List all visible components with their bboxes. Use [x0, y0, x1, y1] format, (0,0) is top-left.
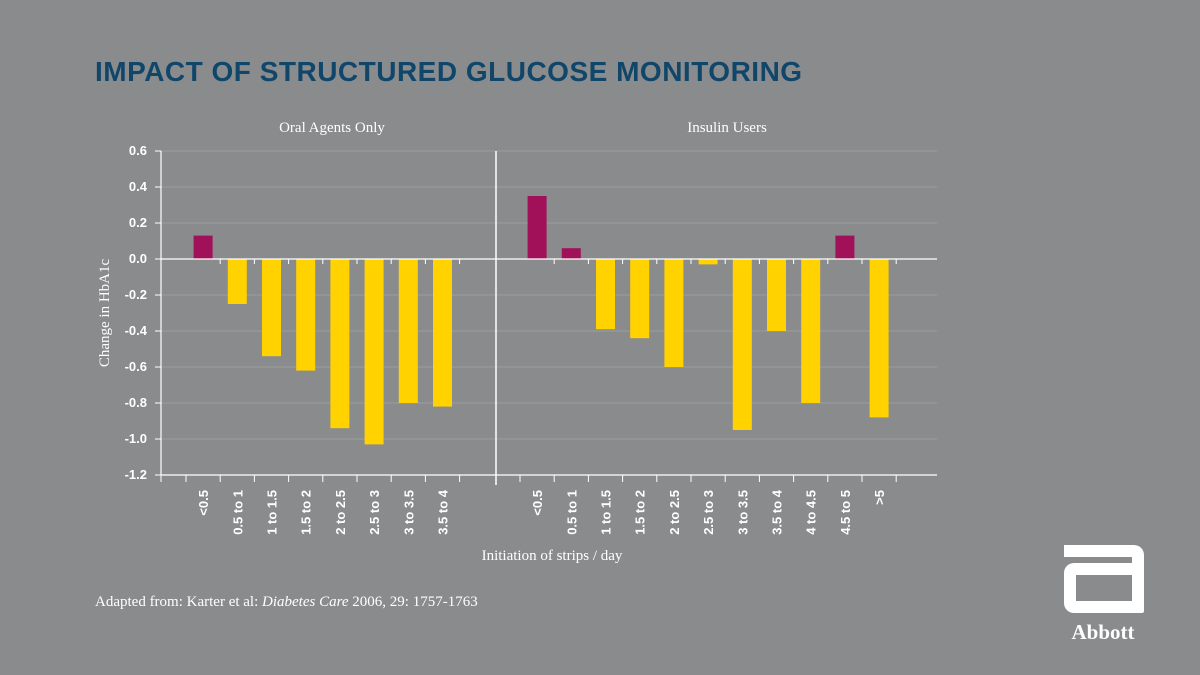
category-label: 2.5 to 3	[701, 490, 716, 535]
category-label: 1 to 1.5	[265, 490, 280, 535]
bar	[262, 259, 281, 357]
hba1c-bar-chart: 0.6 0.4 0.2 0.0 -0.2 -0.4 -0.6 -0.8 -1.0 -1.2 Oral…	[97, 120, 937, 564]
category-label: 0.5 to 1	[230, 490, 245, 535]
category-label: 1.5 to 2	[299, 490, 314, 535]
bar	[732, 259, 752, 430]
bar	[767, 259, 786, 331]
bar	[664, 259, 684, 367]
category-label: 2 to 2.5	[667, 490, 682, 535]
source-citation: Adapted from: Karter et al: Diabetes Car…	[95, 594, 478, 611]
bar	[630, 259, 650, 339]
category-label: <0.5	[530, 490, 545, 516]
source-prefix: Adapted from: Karter et al:	[95, 594, 263, 610]
category-label: 4.5 to 5	[838, 490, 853, 535]
bar	[364, 259, 384, 445]
y-tick-label: 0.0	[129, 251, 147, 266]
bar	[193, 235, 213, 259]
abbott-mark-icon	[1064, 545, 1144, 613]
bar	[433, 259, 452, 407]
y-tick-label: 0.4	[129, 179, 148, 194]
category-label: 2 to 2.5	[333, 490, 348, 535]
category-label: 4 to 4.5	[804, 490, 819, 535]
y-tick-label: 0.2	[129, 215, 147, 230]
source-journal: Diabetes Care	[262, 594, 349, 610]
category-label: 3 to 3.5	[735, 490, 750, 535]
panel-title: Insulin Users	[687, 120, 767, 136]
bars	[193, 196, 889, 445]
bar	[398, 259, 418, 403]
category-label: 2.5 to 3	[367, 490, 382, 535]
bar	[296, 259, 316, 371]
category-label: 0.5 to 1	[564, 490, 579, 535]
bar	[561, 248, 581, 259]
y-tick-label: -1.2	[125, 467, 147, 482]
source-suffix: 2006, 29: 1757-1763	[348, 594, 478, 610]
bar	[835, 235, 855, 259]
category-label: 3 to 3.5	[401, 490, 416, 535]
y-tick-label: -0.8	[125, 395, 147, 410]
bar	[527, 196, 547, 259]
panel-title: Oral Agents Only	[279, 120, 385, 136]
bar	[596, 259, 615, 330]
slide-title: IMPACT OF STRUCTURED GLUCOSE MONITORING	[95, 56, 803, 87]
abbott-logo: Abbott	[1062, 545, 1144, 645]
axes	[155, 150, 937, 485]
x-axis-label: Initiation of strips / day	[482, 548, 623, 564]
category-label: 3.5 to 4	[770, 489, 785, 535]
category-label: 1.5 to 2	[633, 490, 648, 535]
bar	[227, 259, 247, 304]
y-tick-label: -0.4	[125, 323, 148, 338]
bar	[698, 259, 718, 265]
y-tick-label: -0.6	[125, 359, 147, 374]
labels: 0.6 0.4 0.2 0.0 -0.2 -0.4 -0.6 -0.8 -1.0 -1.2 Oral…	[97, 120, 887, 564]
category-label: 3.5 to 4	[436, 489, 451, 535]
bar	[869, 259, 889, 418]
y-tick-label: 0.6	[129, 143, 147, 158]
y-axis-label: Change in HbA1c	[97, 259, 113, 368]
bar	[330, 259, 350, 429]
y-tick-label: -0.2	[125, 287, 147, 302]
category-label: <0.5	[196, 490, 211, 516]
y-tick-label: -1.0	[125, 431, 147, 446]
category-label: >5	[872, 490, 887, 505]
category-label: 1 to 1.5	[599, 490, 614, 535]
bar	[801, 259, 821, 403]
abbott-wordmark: Abbott	[1071, 620, 1135, 644]
